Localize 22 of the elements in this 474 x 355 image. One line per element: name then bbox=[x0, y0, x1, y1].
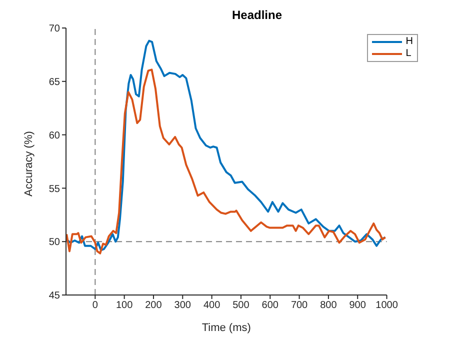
y-axis-title: Accuracy (%) bbox=[22, 131, 35, 196]
x-tick-label: 600 bbox=[262, 300, 279, 312]
y-tick-label: 70 bbox=[48, 24, 60, 35]
x-tick-label: 700 bbox=[290, 300, 308, 312]
x-tick-label: 200 bbox=[145, 300, 162, 312]
x-tick-label: 0 bbox=[92, 300, 98, 312]
x-tick-label: 400 bbox=[203, 300, 221, 312]
x-tick-label: 800 bbox=[320, 300, 338, 312]
y-tick-label: 65 bbox=[48, 76, 60, 88]
x-tick-label: 300 bbox=[174, 300, 192, 312]
y-tick-label: 55 bbox=[48, 184, 60, 195]
x-tick-label: 500 bbox=[232, 300, 250, 312]
y-tick-label: 45 bbox=[48, 290, 60, 302]
y-tick-label: 50 bbox=[48, 237, 60, 248]
y-tick-label: 60 bbox=[48, 130, 60, 142]
x-tick-label: 1000 bbox=[376, 300, 398, 312]
x-tick-label: 100 bbox=[116, 300, 134, 312]
x-axis-title: Time (ms) bbox=[202, 322, 251, 334]
legend-label: L bbox=[406, 48, 412, 60]
x-tick-label: 900 bbox=[349, 300, 366, 312]
chart-title: Headline bbox=[230, 8, 283, 24]
legend-label: H bbox=[406, 36, 413, 48]
